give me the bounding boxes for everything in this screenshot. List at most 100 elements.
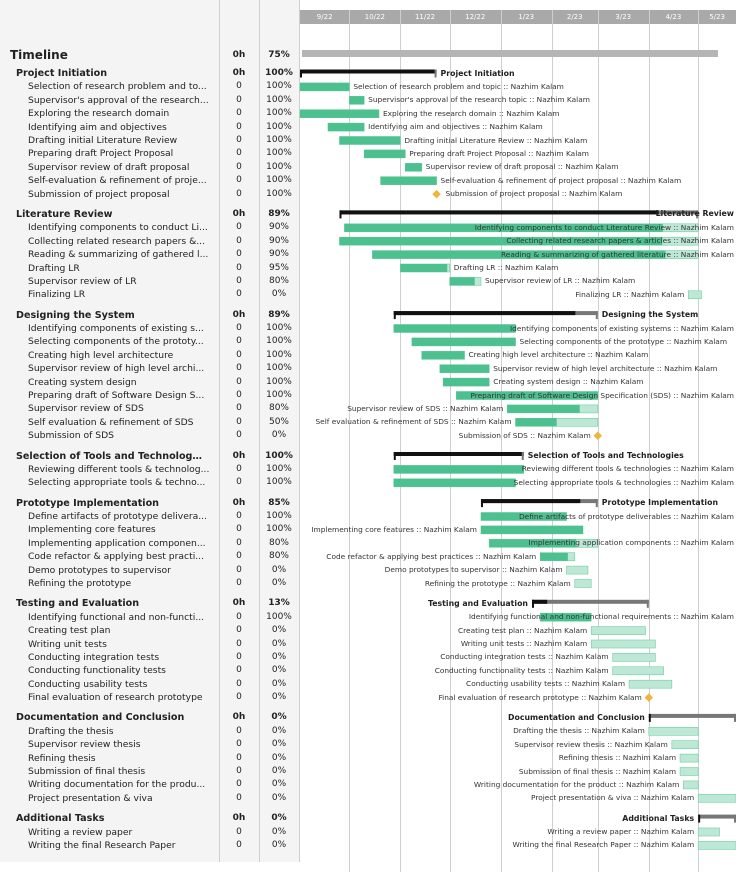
task-row[interactable]: Self evaluation & refinement of SDS 0 50% [0, 416, 300, 429]
task-row[interactable]: Submission of final thesis 0 0% [0, 765, 300, 778]
task-bar[interactable] [679, 767, 699, 776]
milestone-diamond[interactable] [432, 189, 441, 199]
task-row[interactable]: Preparing draft Project Proposal 0 100% [0, 147, 300, 160]
task-hours: 0 [236, 188, 242, 199]
task-bar[interactable] [590, 639, 656, 649]
task-hours: 0 [236, 766, 242, 776]
task-row[interactable]: Creating high level architecture 0 100% [0, 349, 300, 362]
task-bar-label: Define artifacts of prototype deliverabl… [518, 511, 734, 521]
task-row[interactable]: Supervisor review thesis 0 0% [0, 738, 300, 751]
task-bar[interactable] [566, 565, 589, 575]
task-row[interactable]: Drafting initial Literature Review 0 100% [0, 134, 300, 147]
group-row[interactable]: Additional Tasks 0h 0% [0, 812, 300, 825]
task-bar[interactable] [574, 579, 592, 588]
task-row[interactable]: Refining the prototype 0 0% [0, 577, 300, 590]
task-bar-label: Conducting functionality tests :: Nazhim… [434, 665, 609, 675]
task-row[interactable]: Identifying aim and objectives 0 100% [0, 121, 300, 134]
task-bar-label: Demo prototypes to supervisor :: Nazhim … [384, 565, 563, 575]
task-hours: 0 [236, 390, 242, 400]
task-row[interactable]: Code refactor & applying best practi... 0… [0, 550, 300, 563]
group-row[interactable]: Documentation and Conclusion 0h 0% [0, 711, 300, 724]
task-row[interactable]: Creating system design 0 100% [0, 376, 300, 389]
task-row[interactable]: Selecting appropriate tools & techno... 0… [0, 476, 300, 489]
task-row[interactable]: Writing documentation for the produ... 0 0… [0, 778, 300, 791]
task-row[interactable]: Identifying functional and non-functi...… [0, 611, 300, 624]
task-row[interactable]: Collecting related research papers &... 0… [0, 235, 300, 248]
task-row[interactable]: Identifying components of existing s... 0… [0, 322, 300, 335]
task-row[interactable]: Conducting integration tests 0 0% [0, 651, 300, 664]
task-bar-label: Supervisor review thesis :: Nazhim Kalam [514, 739, 668, 749]
task-row[interactable]: Supervisor's approval of the research...… [0, 94, 300, 107]
task-bar[interactable] [648, 726, 699, 736]
task-bar[interactable] [628, 679, 673, 689]
task-row[interactable]: Supervisor review of SDS 0 80% [0, 402, 300, 415]
task-bar[interactable] [590, 626, 646, 635]
task-bar[interactable] [683, 780, 699, 790]
task-row[interactable]: Selection of research problem and to... 0… [0, 80, 300, 93]
milestone-row[interactable]: Submission of SDS 0 0% [0, 429, 300, 442]
task-row[interactable]: Implementing application componen... 0 80% [0, 537, 300, 550]
task-hours: 0 [236, 161, 242, 172]
task-row[interactable]: Supervisor review of high level archi...… [0, 362, 300, 375]
task-row[interactable]: Project presentation & viva 0 0% [0, 792, 300, 805]
task-row[interactable]: Supervisor review of draft proposal 0 100% [0, 161, 300, 174]
task-row[interactable]: Identifying components to conduct Li... 0… [0, 221, 300, 234]
group-row[interactable]: Testing and Evaluation 0h 13% [0, 597, 300, 610]
task-row[interactable]: Drafting LR 0 95% [0, 262, 300, 275]
task-row[interactable]: Supervisor review of LR 0 80% [0, 275, 300, 288]
group-bar[interactable] [698, 814, 736, 819]
task-row[interactable]: Creating test plan 0 0% [0, 624, 300, 637]
task-row[interactable]: Reviewing different tools & technolog...… [0, 463, 300, 476]
task-row[interactable]: Conducting usability tests 0 0% [0, 678, 300, 691]
milestone-diamond[interactable] [593, 431, 603, 440]
task-row[interactable]: Preparing draft of Software Design S... 0… [0, 389, 300, 402]
task-progress: 100% [266, 336, 292, 347]
task-progress: 0% [271, 665, 287, 676]
task-row[interactable]: Drafting the thesis 0 0% [0, 725, 300, 738]
task-row[interactable]: Implementing core features 0 100% [0, 523, 300, 536]
group-bar[interactable] [531, 599, 649, 604]
task-row[interactable]: Refining thesis 0 0% [0, 752, 300, 765]
task-bar[interactable] [612, 666, 664, 676]
group-row[interactable]: Project Initiation 0h 100% [0, 67, 300, 80]
task-bar[interactable] [679, 753, 699, 763]
month-label: 12/22 [465, 13, 486, 21]
group-row[interactable]: Prototype Implementation 0h 85% [0, 497, 300, 510]
task-bar-label: Writing documentation for the product ::… [473, 779, 680, 789]
timeline-hours: 0h [232, 50, 246, 60]
task-progress: 100% [266, 511, 292, 521]
task-bar[interactable] [687, 290, 702, 300]
task-row[interactable]: Conducting functionality tests 0 0% [0, 664, 300, 677]
milestone-diamond[interactable] [644, 693, 654, 702]
task-bar[interactable] [671, 740, 699, 750]
group-row[interactable]: Designing the System 0h 89% [0, 309, 300, 322]
task-row[interactable]: Writing the final Research Paper 0 0% [0, 839, 300, 852]
month-gridline [501, 10, 502, 872]
task-row[interactable]: Writing unit tests 0 0% [0, 638, 300, 651]
task-hours: 0 [236, 430, 242, 441]
month-label: 1/23 [518, 13, 535, 21]
task-row[interactable]: Writing a review paper 0 0% [0, 826, 300, 839]
group-row[interactable]: Literature Review 0h 89% [0, 208, 300, 221]
task-bar-label: Conducting usability tests :: Nazhim Kal… [466, 679, 626, 689]
group-row[interactable]: Selection of Tools and Technologies 0h 100… [0, 450, 300, 463]
task-bar[interactable] [697, 841, 736, 850]
task-bar-label: Submission of project proposal :: Nazhim… [445, 189, 623, 199]
task-hours: 0 [236, 403, 242, 414]
group-bar[interactable] [648, 713, 736, 718]
milestone-row[interactable]: Submission of project proposal 0 100% [0, 188, 300, 201]
task-row[interactable]: Selecting components of the prototy... 0 1… [0, 335, 300, 348]
timeline-root-row[interactable]: Timeline 0h 75% [0, 47, 300, 63]
task-row[interactable]: Finalizing LR 0 0% [0, 288, 300, 301]
task-row[interactable]: Define artifacts of prototype delivera..… [0, 510, 300, 523]
task-bar[interactable] [612, 653, 656, 662]
task-row[interactable]: Demo prototypes to supervisor 0 0% [0, 564, 300, 577]
task-bar[interactable] [697, 793, 736, 803]
task-hours: 0 [236, 275, 242, 286]
milestone-row[interactable]: Final evaluation of research prototype 0 0… [0, 691, 300, 704]
task-row[interactable]: Exploring the research domain 0 100% [0, 107, 300, 120]
task-bar[interactable] [697, 827, 720, 837]
task-hours: 0 [236, 625, 242, 636]
task-row[interactable]: Self-evaluation & refinement of proje...… [0, 174, 300, 187]
task-row[interactable]: Reading & summarizing of gathered l... 0 9… [0, 248, 300, 261]
